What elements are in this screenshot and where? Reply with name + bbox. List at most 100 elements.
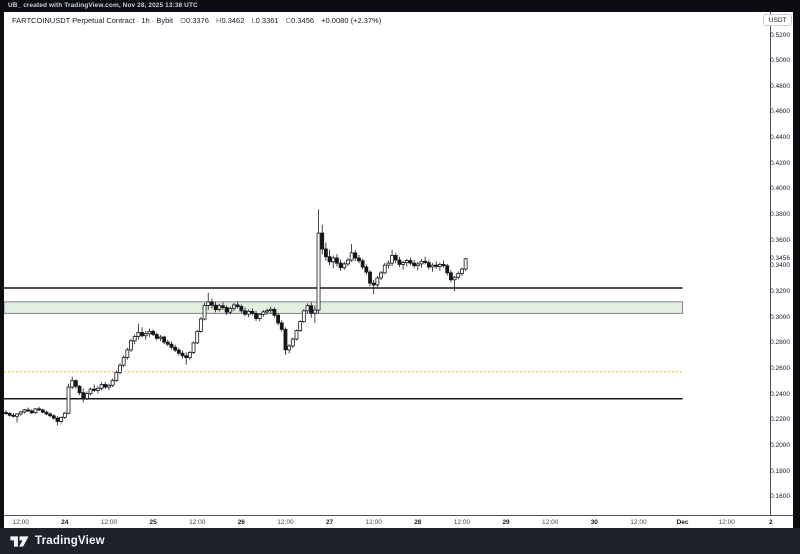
- candle-up: [419, 260, 424, 265]
- footer-bar: TradingView: [0, 528, 800, 554]
- time-tick-label: 24: [61, 519, 69, 526]
- candle-down: [320, 232, 325, 250]
- candle-up: [265, 310, 269, 313]
- candle-up: [305, 305, 310, 312]
- candle-up: [125, 349, 130, 358]
- candle-down: [140, 331, 144, 337]
- candle-down: [11, 414, 16, 417]
- candle-up: [346, 259, 350, 265]
- price-tick-label: 0.4400: [770, 134, 790, 142]
- candle-down: [441, 264, 446, 267]
- candle-down: [309, 305, 314, 314]
- candle-up: [147, 330, 152, 335]
- candle-down: [165, 341, 170, 345]
- candle-up: [22, 409, 27, 413]
- candle-down: [37, 408, 41, 411]
- candle-down: [81, 392, 86, 400]
- candle-up: [301, 310, 306, 323]
- price-tick-label: 0.1600: [770, 493, 790, 501]
- high-label: H: [216, 16, 222, 25]
- candle-down: [154, 334, 159, 339]
- candle-up: [316, 232, 321, 311]
- candle-down: [276, 314, 280, 324]
- candle-up: [70, 380, 75, 388]
- price-axis[interactable]: 0.5200 0.5000 0.4800 0.4600 0.4400 0.4200 0.40…: [770, 12, 793, 528]
- candle-up: [246, 310, 251, 315]
- candle-up: [118, 364, 122, 373]
- close-value: 0.3456: [291, 16, 315, 25]
- candle-down: [279, 322, 284, 330]
- time-axis[interactable]: 12:00 24 12:00 25 12:00 26 12:00 27 12:00 28 12:00…: [4, 515, 793, 528]
- price-tick-label: 0.3600: [770, 236, 790, 244]
- price-tick-label: 0.5000: [770, 57, 790, 65]
- candle-down: [423, 260, 428, 264]
- candle-up: [99, 384, 104, 389]
- candle-up: [298, 321, 303, 332]
- candle-up: [198, 318, 203, 332]
- candle-up: [114, 372, 119, 381]
- price-tick-label: 0.3000: [770, 313, 790, 321]
- candle-up: [228, 307, 233, 313]
- time-tick-label: 25: [149, 519, 157, 526]
- time-tick-label: 26: [237, 519, 245, 526]
- candle-up: [191, 342, 196, 353]
- price-tick-label: 0.3400: [770, 262, 790, 270]
- candle-down: [353, 252, 358, 259]
- candle-down: [371, 282, 376, 286]
- candle-down: [243, 310, 247, 315]
- candle-down: [221, 305, 225, 308]
- low-value: 0.3361: [255, 16, 279, 25]
- low-label: L: [251, 16, 256, 25]
- price-tick-label: 0.2000: [770, 442, 790, 450]
- candle-down: [48, 413, 53, 417]
- candle-down: [213, 304, 218, 310]
- candle-down: [445, 265, 450, 274]
- candle-up: [379, 272, 383, 279]
- candle-down: [368, 271, 372, 284]
- candle-down: [335, 257, 339, 264]
- candle-up: [107, 384, 111, 388]
- candle-down: [272, 308, 277, 316]
- candle-up: [59, 416, 64, 422]
- candle-up: [312, 309, 317, 314]
- time-tick-label: 29: [502, 519, 510, 526]
- time-tick-label: 12:00: [189, 519, 206, 526]
- candle-down: [29, 410, 34, 414]
- time-tick-label: 12:00: [365, 519, 382, 526]
- candle-down: [338, 262, 343, 269]
- candle-up: [88, 388, 93, 394]
- candle-down: [397, 259, 402, 265]
- price-tick-label: 0.5200: [770, 31, 790, 39]
- candle-up: [136, 331, 141, 337]
- candle-down: [224, 307, 229, 313]
- candle-down: [162, 336, 167, 343]
- candle-up: [257, 314, 262, 319]
- candle-down: [412, 262, 417, 267]
- price-tick-label: 0.2400: [770, 390, 790, 398]
- price-tick-label: 0.2200: [770, 416, 790, 424]
- high-value: 0.3462: [221, 16, 245, 25]
- candle-up: [18, 411, 23, 415]
- candle-down: [151, 330, 155, 335]
- candle-up: [15, 413, 19, 417]
- candle-up: [62, 412, 67, 418]
- candle-up: [463, 258, 468, 270]
- candle-down: [173, 346, 178, 351]
- candle-down: [44, 411, 49, 415]
- candle-up: [382, 264, 387, 274]
- time-tick-label: 12:00: [542, 519, 559, 526]
- price-tick-label: 0.4600: [770, 108, 790, 116]
- candle-up: [437, 264, 442, 267]
- candle-up: [232, 304, 236, 309]
- candle-down: [357, 257, 361, 262]
- candle-down: [92, 388, 97, 391]
- time-tick-label: 12:00: [630, 519, 647, 526]
- price-tick-label: 0.4200: [770, 159, 790, 167]
- price-tick-label: 0.3200: [770, 288, 790, 296]
- tradingview-brand[interactable]: TradingView: [10, 528, 105, 554]
- price-tick-label: 0.3800: [770, 211, 790, 219]
- candle-down: [408, 260, 413, 264]
- candle-up: [342, 263, 347, 269]
- candle-up: [202, 305, 207, 320]
- chart-pane[interactable]: [4, 12, 770, 515]
